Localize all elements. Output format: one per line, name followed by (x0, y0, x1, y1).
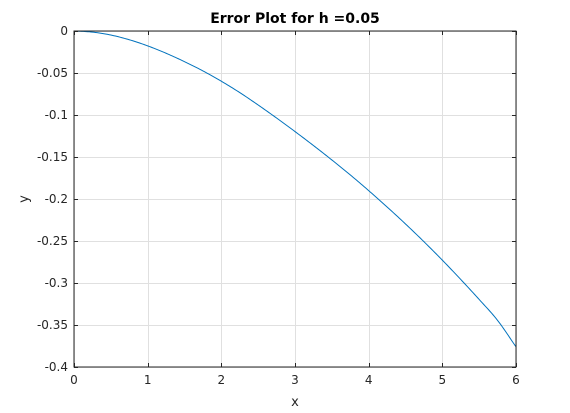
data-point (331, 159, 332, 160)
x-tick-label: 0 (70, 373, 78, 387)
data-point (221, 81, 222, 82)
x-tick-label: 4 (365, 373, 373, 387)
y-tick-label: -0.15 (37, 150, 68, 164)
data-point (386, 206, 387, 207)
data-point (202, 70, 203, 71)
data-point (147, 45, 148, 46)
data-point (350, 174, 351, 175)
y-tick-label: -0.1 (45, 108, 68, 122)
y-axis-label: y (17, 195, 32, 203)
x-tick-label: 1 (144, 373, 152, 387)
data-point (239, 92, 240, 93)
chart-title: Error Plot for h =0.05 (210, 11, 380, 27)
data-point (294, 131, 295, 132)
y-tick-label: -0.05 (37, 66, 68, 80)
x-tick-label: 2 (218, 373, 226, 387)
data-point (423, 241, 424, 242)
y-tick-labels: 0 -0.05 -0.1 -0.15 -0.2 -0.25 -0.3 -0.35 -0.4 (37, 24, 68, 374)
data-point (276, 117, 277, 118)
data-point (479, 299, 480, 300)
series-line (73, 30, 517, 348)
x-tick-labels: 0 1 2 3 4 5 6 (70, 373, 520, 387)
y-tick-label: -0.25 (37, 234, 68, 248)
data-point (92, 31, 93, 32)
x-tick-label: 3 (291, 373, 299, 387)
y-tick-label: -0.3 (45, 276, 68, 290)
data-point (368, 190, 369, 191)
data-point (110, 34, 111, 35)
data-point (184, 61, 185, 62)
plot-series (73, 30, 517, 348)
data-point (460, 279, 461, 280)
data-point (442, 260, 443, 261)
data-point (165, 53, 166, 54)
x-tick-label: 5 (439, 373, 447, 387)
data-point (313, 145, 314, 146)
x-tick-label: 6 (512, 373, 520, 387)
tick-marks (74, 31, 517, 368)
data-point (497, 320, 498, 321)
data-point (129, 39, 130, 40)
data-point (258, 104, 259, 105)
y-tick-label: -0.35 (37, 318, 68, 332)
data-point (405, 223, 406, 224)
y-tick-label: -0.2 (45, 192, 68, 206)
y-tick-label: -0.4 (45, 360, 68, 374)
y-tick-label: 0 (60, 24, 68, 38)
x-axis-label: x (291, 395, 299, 410)
